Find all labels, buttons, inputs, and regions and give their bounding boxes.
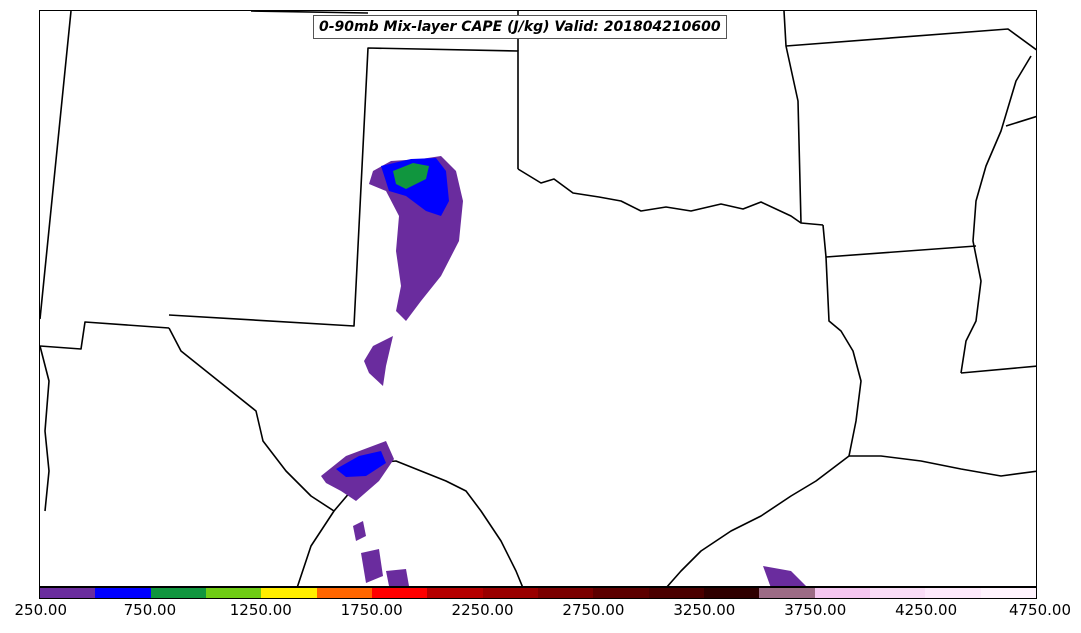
colorbar-segment xyxy=(150,588,206,598)
colorbar-segment xyxy=(759,588,815,598)
colorbar-segment xyxy=(537,588,594,598)
colorbar-segment xyxy=(205,588,262,598)
cape-colorbar xyxy=(39,587,1037,599)
cape-region-purple-se xyxy=(763,566,806,586)
ms-river xyxy=(960,55,1032,374)
cape-region-green-north xyxy=(393,163,429,189)
cape-region-blue-south xyxy=(336,451,386,477)
nm-west-border xyxy=(40,321,170,350)
colorbar-segment xyxy=(925,588,981,598)
colorbar-segment xyxy=(703,588,760,598)
colorbar-segment xyxy=(593,588,649,598)
colorbar-segment xyxy=(869,588,926,598)
colorbar-segment xyxy=(648,588,704,598)
colorbar-tick-label: 750.00 xyxy=(123,601,177,619)
co-nm-border xyxy=(40,11,72,320)
cape-region-purple-speck-2 xyxy=(361,549,383,583)
colorbar-tick-label: 4750.00 xyxy=(1008,601,1071,619)
gulf-coast-la xyxy=(849,455,1036,477)
colorbar-segment xyxy=(371,588,428,598)
colorbar-tick-label: 250.00 xyxy=(14,601,68,619)
colorbar-segment xyxy=(482,588,538,598)
colorbar-segment xyxy=(427,588,483,598)
nm-top-border xyxy=(250,11,369,14)
ok-tx-red-river xyxy=(517,168,824,226)
colorbar-segment xyxy=(261,588,317,598)
mexico-interior-border xyxy=(296,510,335,586)
colorbar-segment xyxy=(814,588,870,598)
tx-la-border xyxy=(825,256,862,457)
map-panel xyxy=(39,10,1037,587)
la-ms-border xyxy=(960,365,1036,374)
colorbar-tick-label: 2250.00 xyxy=(451,601,514,619)
cape-region-purple-mid xyxy=(364,336,393,386)
colorbar-tick-label: 2750.00 xyxy=(562,601,625,619)
colorbar-segment xyxy=(980,588,1036,598)
gulf-coast-tx xyxy=(666,455,850,586)
nm-tx-panhandle xyxy=(168,47,519,327)
ar-la-border xyxy=(822,224,977,258)
ok-ar-border xyxy=(783,11,802,224)
colorbar-tick-label: 4250.00 xyxy=(895,601,958,619)
colorbar-segment xyxy=(316,588,372,598)
ks-mo xyxy=(785,28,1036,51)
nm-az-border xyxy=(40,345,50,512)
colorbar-tick-label: 3750.00 xyxy=(784,601,847,619)
colorbar-tick-label: 1250.00 xyxy=(229,601,292,619)
colorbar-segment xyxy=(40,588,96,598)
colorbar-segment xyxy=(95,588,151,598)
colorbar-tick-label: 1750.00 xyxy=(340,601,403,619)
cape-region-purple-speck-1 xyxy=(353,521,366,541)
colorbar-tick-label: 3250.00 xyxy=(673,601,736,619)
cape-region-purple-speck-3 xyxy=(386,569,409,586)
map-title: 0-90mb Mix-layer CAPE (J/kg) Valid: 2018… xyxy=(313,15,727,39)
state-boundaries-map xyxy=(40,11,1036,586)
ar-north xyxy=(1005,115,1036,127)
